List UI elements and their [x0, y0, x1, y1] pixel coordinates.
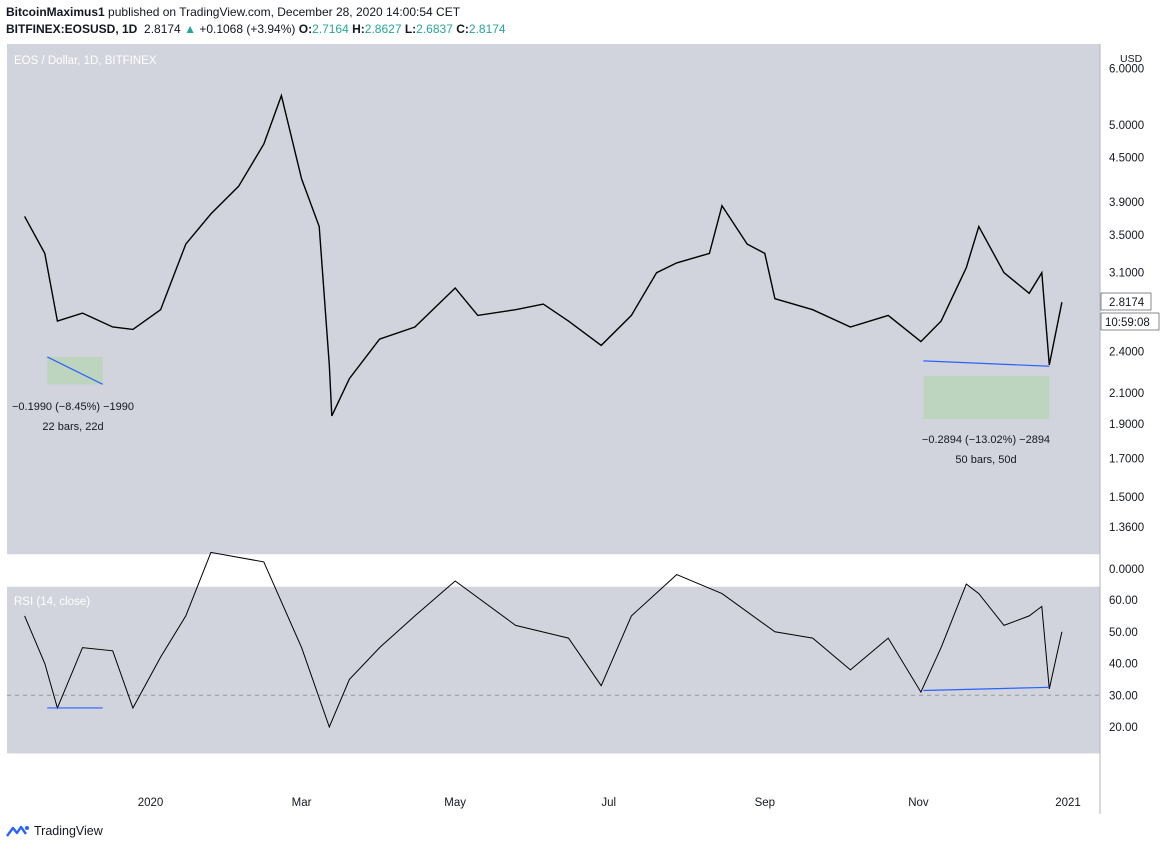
price-tick-11: 1.3600: [1109, 522, 1144, 534]
countdown-badge: [1100, 312, 1160, 331]
rsi-pane-legend: RSI (14, close): [14, 596, 90, 608]
publish-info: published on TradingView.com, December 2…: [108, 5, 461, 19]
currency-label: USD: [1120, 53, 1143, 65]
measure-box-right[interactable]: [923, 375, 1050, 420]
price-tick-8: 1.9000: [1109, 419, 1144, 431]
footer: TradingView: [6, 824, 103, 838]
price-tick-5: 3.1000: [1109, 268, 1144, 280]
last-price-badge: [1100, 292, 1152, 311]
low-value: 2.6837: [416, 22, 453, 36]
last-value: 2.8174: [144, 22, 181, 36]
change-value: +0.1068 (+3.94%): [199, 22, 296, 36]
rsi-tick-2: 40.00: [1109, 659, 1138, 671]
rsi-tick-0: 60.00: [1109, 595, 1138, 607]
time-axis[interactable]: [7, 786, 1100, 814]
tradingview-brand[interactable]: TradingView: [34, 824, 103, 838]
ohlc-line: BITFINEX:EOSUSD, 1D 2.8174 ▲ +0.1068 (+3…: [6, 21, 506, 38]
countdown-label: 10:59:08: [1105, 317, 1150, 329]
rsi-pane[interactable]: [7, 586, 1100, 754]
price-tick-1: 5.0000: [1109, 120, 1144, 132]
high-label: H:: [352, 22, 365, 36]
rsi-tick-3: 30.00: [1109, 690, 1138, 702]
up-arrow-icon: ▲: [184, 22, 196, 36]
time-tick-1: Mar: [292, 797, 312, 809]
low-label: L:: [404, 22, 417, 36]
price-tick-0: 6.0000: [1109, 64, 1144, 76]
tradingview-logo-icon: [6, 825, 29, 837]
price-tick-6: 2.4000: [1109, 347, 1144, 359]
rsi-series[interactable]: [24, 551, 1063, 729]
time-tick-3: Jul: [601, 797, 616, 809]
high-value: 2.8627: [364, 22, 402, 36]
time-tick-labels: 2020 Mar May Jul Sep Nov 2021: [138, 797, 1081, 809]
close-label: C:: [456, 22, 469, 36]
price-tick-2: 4.5000: [1109, 153, 1144, 165]
price-tick-3: 3.9000: [1109, 197, 1144, 209]
time-tick-0: 2020: [138, 797, 164, 809]
measure-left-line2: 22 bars, 22d: [42, 421, 103, 433]
price-tick-9: 1.7000: [1109, 453, 1144, 465]
price-tick-10: 1.5000: [1109, 492, 1144, 504]
price-tick-labels: 6.0000 5.0000 4.5000 3.9000 3.5000 3.1000 2.40…: [1109, 64, 1144, 535]
open-label: O:: [298, 22, 313, 36]
price-series[interactable]: [23, 93, 1063, 417]
time-tick-4: Sep: [755, 797, 775, 809]
publish-line: BitcoinMaximus1 published on TradingView…: [6, 4, 506, 21]
time-tick-2: May: [444, 797, 466, 809]
close-value: 2.8174: [468, 22, 506, 36]
rsi-tick-labels: 60.00 50.00 40.00 30.00 20.00: [1109, 595, 1138, 734]
price-pane-legend: EOS / Dollar, 1D, BITFINEX: [14, 55, 157, 67]
measure-left-line1: −0.1990 (−8.45%) −1990: [12, 401, 134, 413]
author-name[interactable]: BitcoinMaximus1: [6, 5, 105, 19]
symbol-label: BITFINEX:EOSUSD, 1D: [6, 22, 138, 36]
divergence-line-3: [923, 686, 1050, 692]
measure-right-line2: 50 bars, 50d: [955, 454, 1016, 466]
chart-header: BitcoinMaximus1 published on TradingView…: [6, 4, 506, 38]
measure-right-line1: −0.2894 (−13.02%) −2894: [922, 434, 1050, 446]
price-tick-4: 3.5000: [1109, 230, 1144, 242]
time-tick-5: Nov: [908, 797, 929, 809]
rsi-tick-4: 20.00: [1109, 722, 1138, 734]
last-price-label: 2.8174: [1109, 297, 1145, 309]
open-value: 2.7164: [312, 22, 349, 36]
price-tick-7: 2.1000: [1109, 388, 1144, 400]
price-pane[interactable]: [7, 44, 1100, 555]
divergence-line-1: [923, 360, 1050, 367]
rsi-extra-tick: 0.0000: [1109, 564, 1144, 576]
rsi-tick-1: 50.00: [1109, 627, 1138, 639]
divergence-lines[interactable]: [47, 356, 1050, 709]
time-tick-6: 2021: [1055, 797, 1081, 809]
divergence-line-0: [47, 356, 103, 385]
price-axis[interactable]: [1100, 44, 1164, 784]
